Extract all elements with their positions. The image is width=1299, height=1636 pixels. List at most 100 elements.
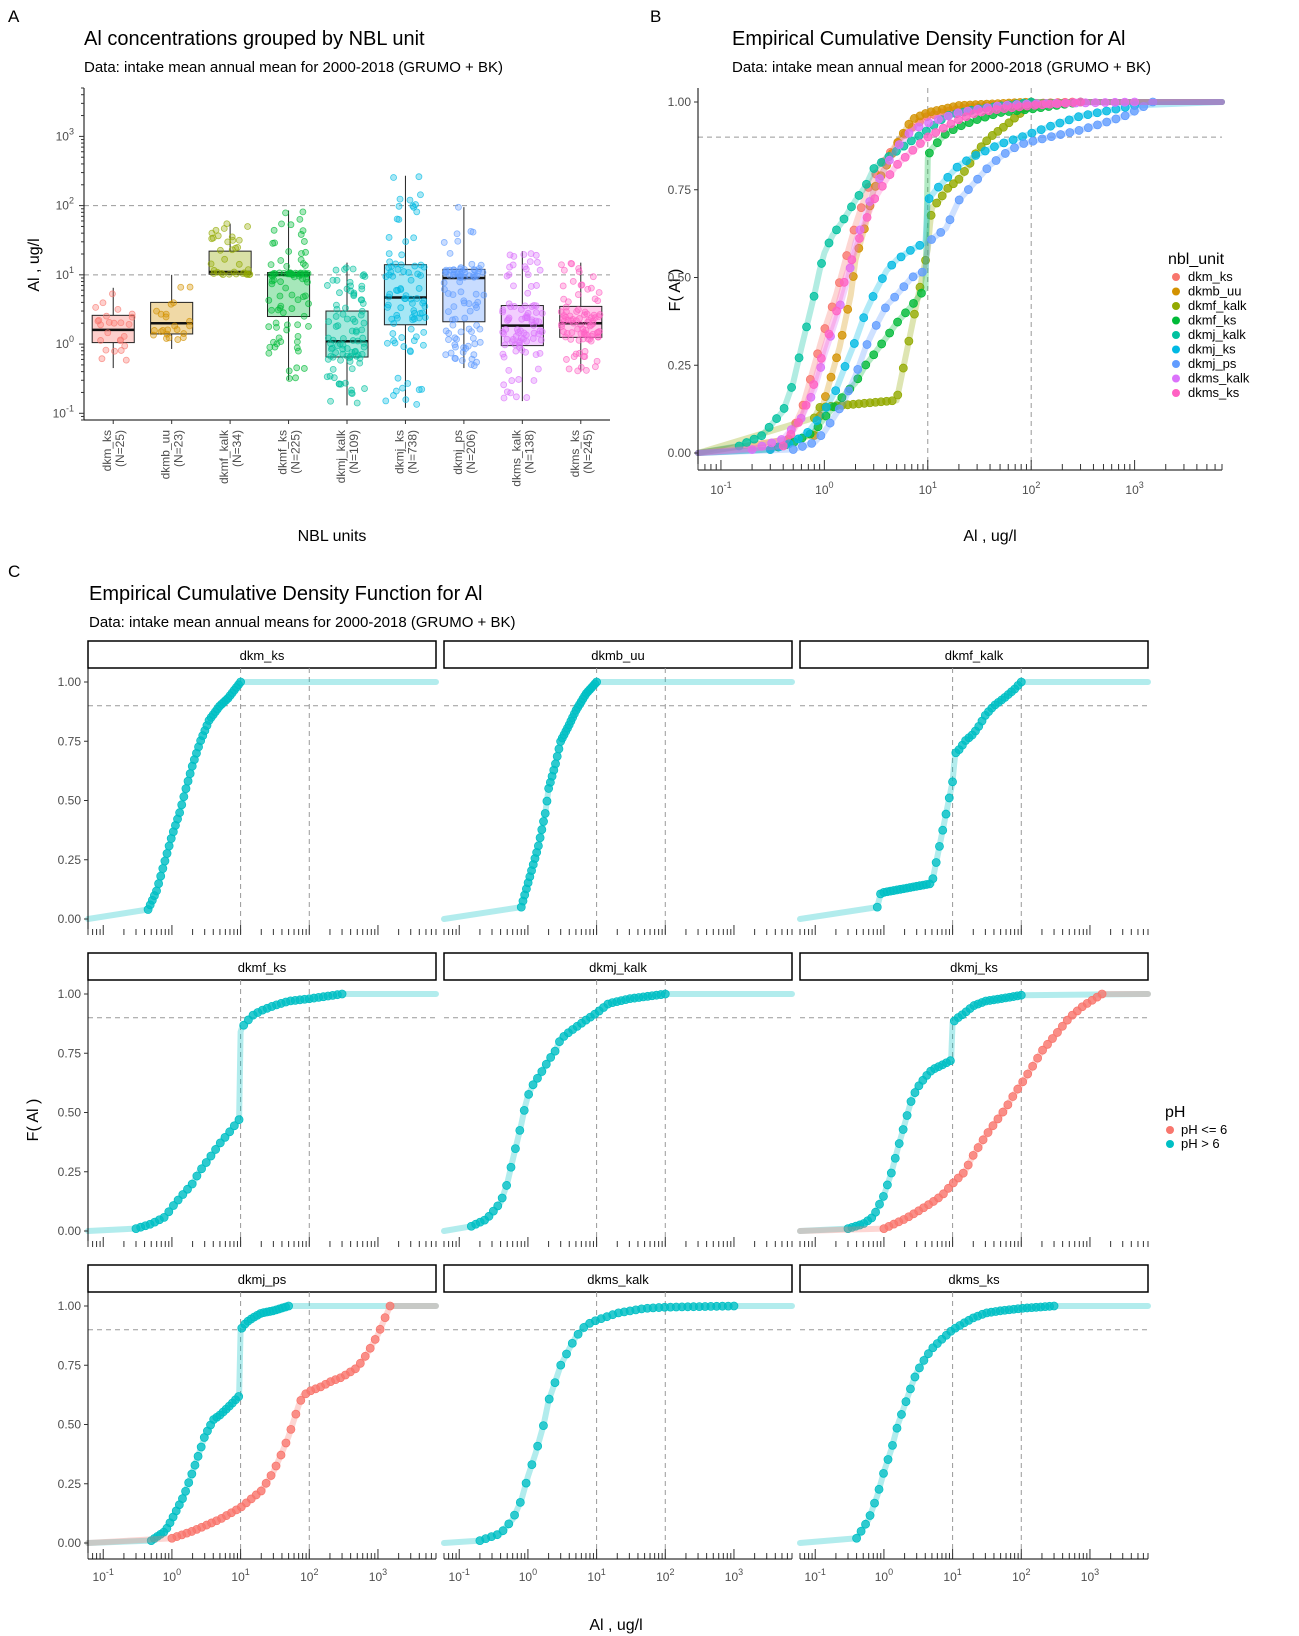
data-point [395, 216, 403, 223]
data-point [928, 874, 938, 884]
data-point [506, 251, 514, 259]
y-tick-label: 0.00 [58, 912, 82, 926]
y-tick-label: 101 [56, 265, 74, 282]
data-point [346, 358, 354, 365]
panel-a-subtitle: Data: intake mean annual mean for 2000-2… [84, 59, 503, 76]
data-point [935, 841, 944, 851]
data-point [159, 327, 167, 334]
data-point [413, 400, 421, 408]
data-point [300, 312, 308, 320]
data-point [1092, 108, 1102, 118]
panel-a-x-axis-title: NBL units [298, 528, 367, 545]
data-point [394, 374, 402, 382]
data-point [567, 1338, 577, 1348]
panel-c-legend-title: pH [1165, 1104, 1185, 1121]
data-point [415, 173, 423, 181]
data-point [323, 282, 331, 289]
data-point [192, 1171, 202, 1181]
data-point [291, 1409, 301, 1419]
data-point [396, 195, 404, 203]
data-point [1053, 1028, 1062, 1037]
x-tick-label: 10-1 [93, 1567, 114, 1584]
data-point [948, 777, 957, 787]
data-point [177, 800, 187, 810]
data-point [1027, 128, 1037, 138]
data-point [277, 278, 284, 286]
box-dkmf_kalk [208, 250, 252, 275]
data-point [906, 1384, 915, 1394]
data-point [186, 283, 194, 291]
panel-b-title: Empirical Cumulative Density Function fo… [732, 28, 1125, 50]
data-point [862, 340, 872, 349]
data-point [537, 825, 547, 835]
data-point [464, 342, 472, 350]
data-point [270, 338, 277, 346]
data-point [574, 325, 581, 333]
data-point [1060, 98, 1070, 108]
x-tick-label: 101 [231, 1567, 249, 1584]
data-point [924, 194, 934, 203]
data-point [552, 751, 562, 761]
data-point [153, 307, 160, 315]
data-point [885, 170, 895, 179]
data-point [451, 354, 459, 362]
x-tick-label: 10-1 [805, 1567, 826, 1584]
data-point [983, 1128, 993, 1137]
data-point [407, 276, 415, 284]
data-point [807, 438, 817, 448]
data-point [854, 243, 864, 253]
data-point [420, 341, 427, 349]
data-point [1033, 1053, 1043, 1063]
data-point [186, 322, 193, 330]
y-tick-label: 0.00 [58, 1224, 82, 1238]
data-point [562, 1349, 571, 1359]
data-point [183, 776, 193, 786]
data-point [923, 132, 933, 142]
data-point [824, 238, 834, 248]
data-point [893, 390, 903, 400]
data-point [269, 271, 277, 278]
data-point [458, 357, 466, 364]
data-point [764, 422, 774, 432]
data-point [350, 1364, 360, 1374]
data-point [523, 394, 531, 401]
data-point [440, 279, 448, 287]
data-point [581, 353, 589, 360]
data-point [859, 313, 869, 323]
data-point [336, 289, 343, 297]
legend-label: dkm_ks [1188, 269, 1233, 284]
data-point [465, 325, 473, 333]
data-point [524, 1089, 534, 1099]
data-point [575, 265, 583, 272]
data-point [285, 375, 293, 382]
data-point [931, 128, 941, 137]
data-point [871, 320, 881, 330]
data-point [510, 1510, 519, 1520]
data-point [456, 274, 464, 281]
data-point [870, 1498, 879, 1508]
data-point [584, 285, 592, 293]
data-point [360, 1351, 370, 1361]
y-tick-label: 0.75 [58, 1358, 82, 1372]
data-point [852, 1533, 861, 1543]
data-point [167, 300, 175, 308]
data-point [589, 330, 597, 338]
data-point [234, 1392, 244, 1401]
data-point [348, 365, 356, 373]
data-point [742, 438, 752, 447]
data-point [530, 377, 538, 384]
data-point [914, 122, 924, 132]
data-point [283, 262, 291, 270]
legend-key [1172, 273, 1180, 281]
data-point [580, 330, 588, 338]
legend-label: dkms_kalk [1188, 371, 1250, 386]
data-point [786, 429, 796, 439]
data-point [469, 334, 477, 342]
data-point [558, 261, 565, 269]
legend-label: dkmb_uu [1188, 284, 1241, 299]
data-point [906, 1097, 916, 1106]
data-point [409, 316, 417, 324]
data-point [472, 290, 480, 298]
data-point [559, 282, 567, 290]
data-point [400, 343, 408, 350]
